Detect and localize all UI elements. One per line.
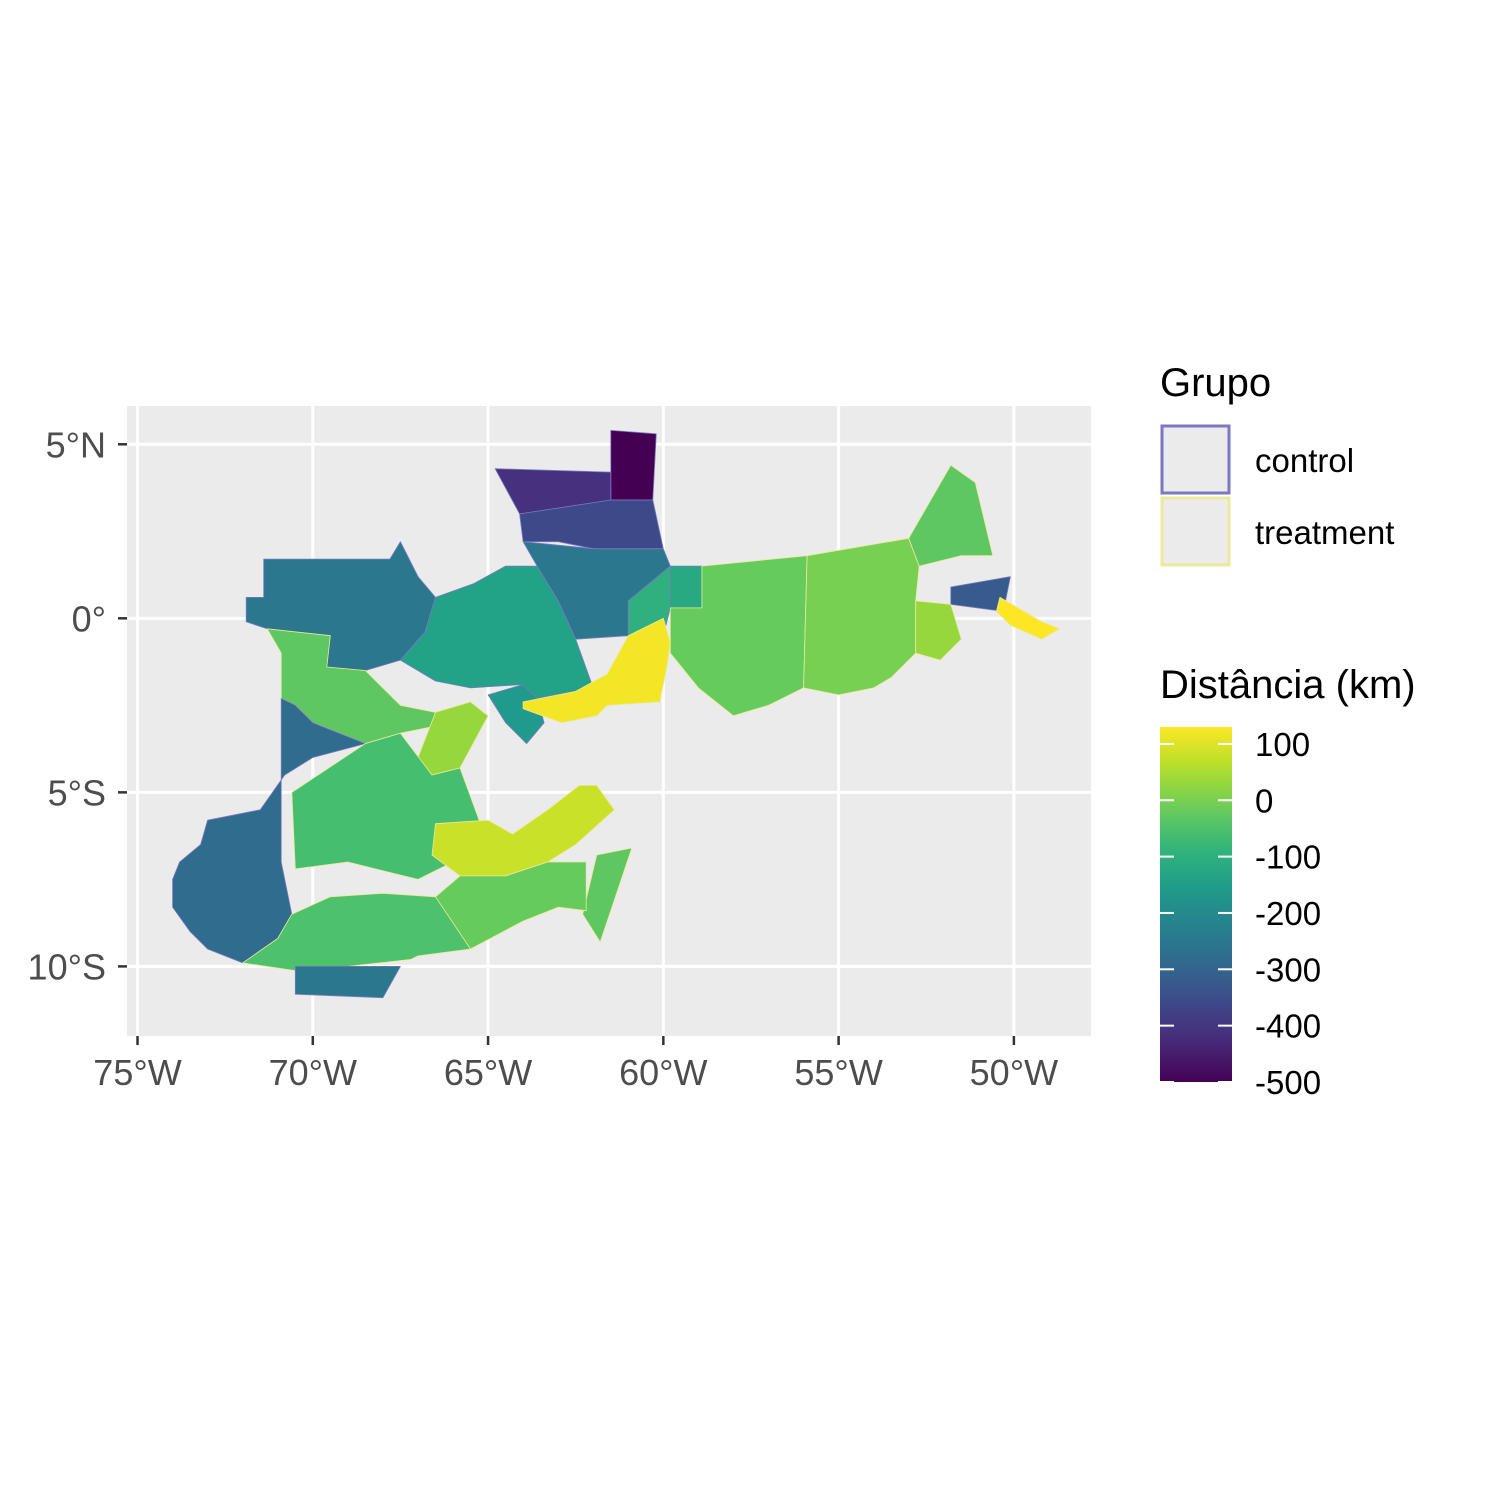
map-region (610, 429, 657, 501)
y-tick-label: 10°S (28, 946, 106, 987)
colorbar-label: 100 (1255, 726, 1310, 763)
colorbar (1160, 727, 1232, 1082)
x-tick-label: 55°W (794, 1052, 882, 1093)
legend-distance: Distância (km) 100 0 -100 -200 -300 -400 -500 (1160, 663, 1416, 1101)
colorbar-label: -300 (1255, 951, 1321, 988)
colorbar-label: -100 (1255, 839, 1321, 876)
map-region (294, 966, 401, 999)
colorbar-label: -400 (1255, 1008, 1321, 1045)
map-region (908, 464, 994, 567)
map-region (242, 892, 471, 974)
colorbar-label: -200 (1255, 895, 1321, 932)
legend-label-treatment: treatment (1255, 514, 1394, 551)
map-region (996, 597, 1060, 640)
legend-key-treatment (1160, 496, 1231, 567)
x-tick-label: 75°W (93, 1052, 181, 1093)
colorbar-label: 0 (1255, 782, 1273, 819)
map-region (669, 565, 703, 609)
y-tick-label: 5°S (48, 772, 106, 813)
legend-distance-title: Distância (km) (1160, 663, 1416, 707)
map-region (487, 684, 545, 744)
legend-group: Grupo control treatment (1160, 361, 1394, 567)
map-regions (172, 429, 1060, 999)
legend-group-title: Grupo (1160, 361, 1271, 405)
y-tick-label: 5°N (46, 424, 106, 465)
x-tick-label: 60°W (619, 1052, 707, 1093)
x-tick-label: 50°W (970, 1052, 1058, 1093)
map-region (399, 565, 594, 699)
x-tick-label: 70°W (269, 1052, 357, 1093)
y-tick-label: 0° (72, 598, 106, 639)
y-axis: 5°N 0° 5°S 10°S (28, 424, 127, 987)
x-tick-label: 65°W (444, 1052, 532, 1093)
legend-key-control (1160, 424, 1231, 495)
map-region (915, 600, 962, 661)
map-region (522, 617, 671, 724)
x-axis: 75°W 70°W 65°W 60°W 55°W 50°W (93, 1036, 1058, 1093)
colorbar-label: -500 (1255, 1064, 1321, 1101)
legend-label-control: control (1255, 442, 1354, 479)
